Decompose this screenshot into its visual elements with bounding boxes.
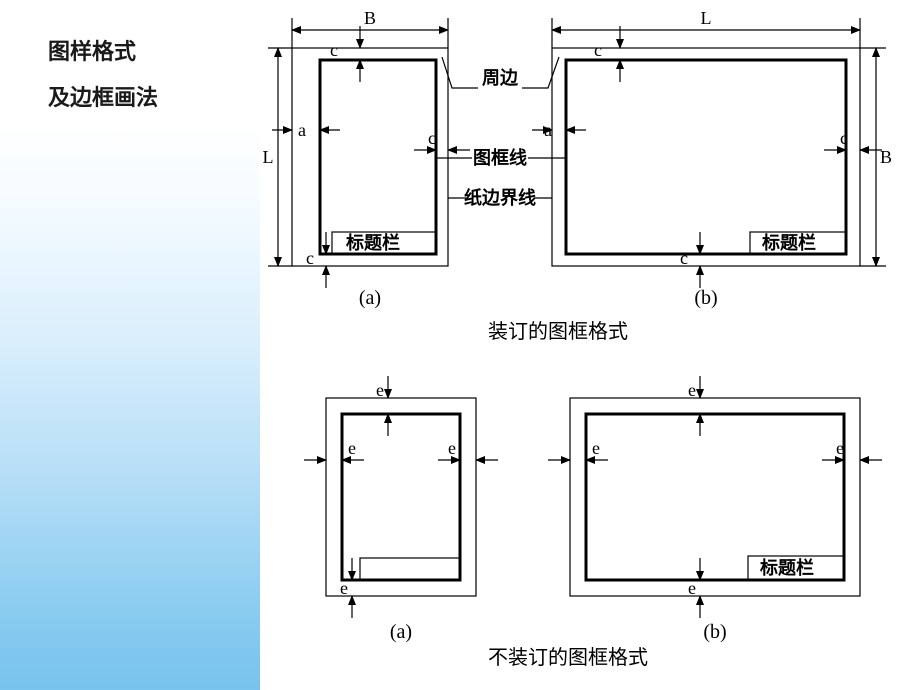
lower-caption: 不装订的图框格式 — [488, 646, 648, 669]
dim-a: a — [544, 120, 552, 140]
title-block-label: 标题栏 — [761, 232, 816, 253]
technical-diagram: 标题栏BLccca标题栏LBccca周边图框线纸边界线(a)(b)装订的图框格式… — [0, 0, 920, 690]
dim-L: L — [263, 147, 274, 167]
callout-paper-edge: 纸边界线 — [464, 187, 536, 208]
sublabel-a-lower: (a) — [390, 621, 412, 643]
dim-e: e — [376, 380, 384, 400]
title-block-label: 标题栏 — [345, 232, 400, 253]
dim-c: c — [840, 128, 848, 148]
dim-c: c — [428, 128, 436, 148]
sublabel-b-lower: (b) — [703, 621, 726, 643]
dim-e: e — [836, 438, 844, 458]
dim-c: c — [594, 40, 602, 60]
title-block-label: 标题栏 — [759, 557, 814, 578]
dim-e: e — [348, 438, 356, 458]
dim-e: e — [448, 438, 456, 458]
dim-c: c — [306, 248, 314, 268]
dim-L: L — [701, 8, 712, 28]
sublabel-b: (b) — [694, 287, 717, 309]
dim-c: c — [330, 40, 338, 60]
upper-caption: 装订的图框格式 — [488, 320, 628, 343]
dim-e: e — [592, 438, 600, 458]
callout-frame-line: 图框线 — [473, 147, 527, 168]
callout-boundary: 周边 — [482, 68, 519, 88]
dim-e: e — [340, 578, 348, 598]
dim-a: a — [298, 120, 306, 140]
dim-e: e — [688, 578, 696, 598]
dim-B: B — [364, 8, 376, 28]
dim-e: e — [688, 380, 696, 400]
dim-c: c — [680, 248, 688, 268]
sublabel-a: (a) — [359, 287, 381, 309]
